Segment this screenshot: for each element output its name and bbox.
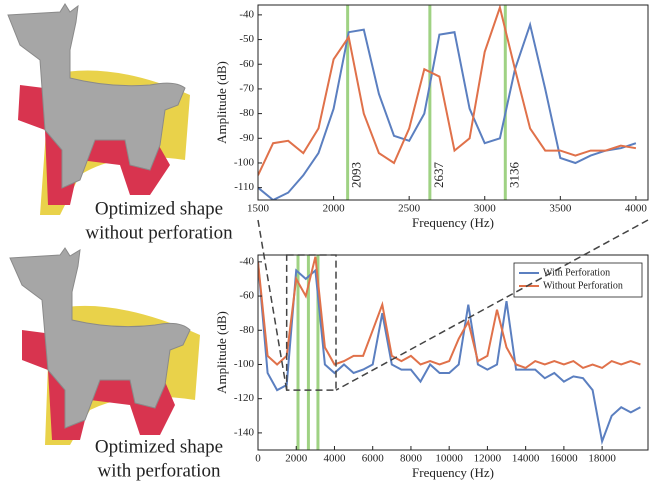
x-tick-label: 6000 bbox=[362, 453, 385, 465]
y-tick-label: -100 bbox=[234, 157, 255, 169]
x-tick-label: 10000 bbox=[435, 453, 463, 465]
legend-label: With Perforation bbox=[543, 267, 610, 278]
y-tick-label: -120 bbox=[234, 392, 255, 404]
photo-without-perforation bbox=[7, 3, 190, 215]
y-axis-label: Amplitude (dB) bbox=[214, 61, 229, 144]
x-tick-label: 1500 bbox=[247, 203, 270, 215]
x-tick-label: 2000 bbox=[285, 453, 308, 465]
marker-label: 3136 bbox=[506, 162, 521, 189]
zoom-connector bbox=[257, 219, 288, 391]
y-tick-label: -80 bbox=[239, 107, 254, 119]
x-tick-label: 8000 bbox=[400, 453, 423, 465]
y-tick-label: -40 bbox=[239, 255, 254, 267]
y-tick-label: -60 bbox=[239, 58, 254, 70]
y-tick-label: -100 bbox=[234, 358, 255, 370]
x-tick-label: 12000 bbox=[474, 453, 502, 465]
x-tick-label: 14000 bbox=[512, 453, 540, 465]
x-tick-label: 18000 bbox=[588, 453, 616, 465]
x-tick-label: 4000 bbox=[625, 203, 648, 215]
legend-label: Without Perforation bbox=[543, 280, 623, 291]
y-tick-label: -80 bbox=[239, 324, 254, 336]
marker-label: 2637 bbox=[431, 162, 446, 189]
caption: Optimized shape bbox=[95, 198, 223, 219]
caption: without perforation bbox=[85, 222, 233, 243]
y-tick-label: -60 bbox=[239, 290, 254, 302]
zoom-connector bbox=[335, 219, 649, 391]
x-tick-label: 2000 bbox=[323, 203, 346, 215]
y-axis-label: Amplitude (dB) bbox=[214, 311, 229, 394]
y-tick-label: -90 bbox=[239, 132, 254, 144]
x-tick-label: 3500 bbox=[549, 203, 572, 215]
caption: Optimized shape bbox=[95, 436, 223, 457]
x-tick-label: 3000 bbox=[474, 203, 497, 215]
x-axis-label: Frequency (Hz) bbox=[412, 465, 494, 480]
x-tick-label: 0 bbox=[255, 453, 261, 465]
plot-area bbox=[258, 255, 641, 450]
x-tick-label: 4000 bbox=[323, 453, 346, 465]
photo-with-perforation bbox=[9, 247, 200, 445]
plot-area bbox=[258, 5, 637, 200]
y-tick-label: -70 bbox=[239, 82, 254, 94]
marker-label: 2093 bbox=[349, 162, 364, 188]
y-tick-label: -110 bbox=[234, 181, 254, 193]
y-tick-label: -140 bbox=[234, 426, 255, 438]
caption: with perforation bbox=[98, 460, 221, 481]
data-line bbox=[258, 5, 637, 176]
legend-box bbox=[513, 262, 643, 298]
y-tick-label: -40 bbox=[239, 8, 254, 20]
axes-frame bbox=[257, 4, 649, 201]
axes-frame bbox=[257, 254, 649, 451]
x-tick-label: 2500 bbox=[398, 203, 421, 215]
data-line bbox=[258, 261, 641, 446]
data-line bbox=[258, 21, 637, 200]
y-tick-label: -50 bbox=[239, 33, 254, 45]
data-line bbox=[258, 256, 641, 370]
x-tick-label: 16000 bbox=[550, 453, 578, 465]
zoom-box bbox=[285, 254, 337, 391]
x-axis-label: Frequency (Hz) bbox=[412, 215, 494, 230]
